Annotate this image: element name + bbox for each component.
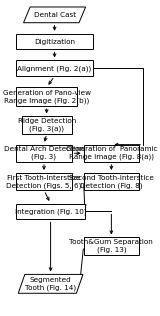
Bar [84, 145, 139, 162]
Text: Dental Arch Detection
(Fig. 3): Dental Arch Detection (Fig. 3) [4, 146, 84, 160]
Bar [16, 34, 93, 50]
Text: Generation of Pano-view
Range Image (Fig. 2(b)): Generation of Pano-view Range Image (Fig… [3, 90, 91, 104]
Text: Alignment (Fig. 2(a)): Alignment (Fig. 2(a)) [17, 65, 92, 72]
Bar [16, 145, 72, 162]
Bar [84, 173, 139, 190]
Bar [22, 116, 72, 134]
Text: Second Tooth-Interstice
Detection (Fig. 8): Second Tooth-Interstice Detection (Fig. … [69, 175, 154, 189]
Text: Dental Cast: Dental Cast [33, 12, 76, 18]
Text: Digitization: Digitization [34, 39, 75, 45]
Bar [16, 87, 77, 106]
Text: Generation of  Panoramic
Range Image (Fig. 8(a)): Generation of Panoramic Range Image (Fig… [66, 146, 157, 160]
Text: First Tooth-Interstice
Detection (Figs. 5, 6): First Tooth-Interstice Detection (Figs. … [6, 175, 82, 189]
Bar [16, 60, 93, 76]
Text: Segmented
Tooth (Fig. 14): Segmented Tooth (Fig. 14) [25, 277, 76, 291]
Polygon shape [24, 7, 86, 23]
Polygon shape [18, 274, 83, 293]
Bar [16, 173, 72, 190]
Bar [16, 204, 85, 219]
Text: Ridge Detection
(Fig. 3(a)): Ridge Detection (Fig. 3(a)) [17, 118, 76, 132]
Text: Integration (Fig. 10): Integration (Fig. 10) [15, 208, 86, 215]
Bar [84, 237, 139, 255]
Text: Tooth&Gum Separation
(Fig. 13): Tooth&Gum Separation (Fig. 13) [69, 239, 153, 253]
